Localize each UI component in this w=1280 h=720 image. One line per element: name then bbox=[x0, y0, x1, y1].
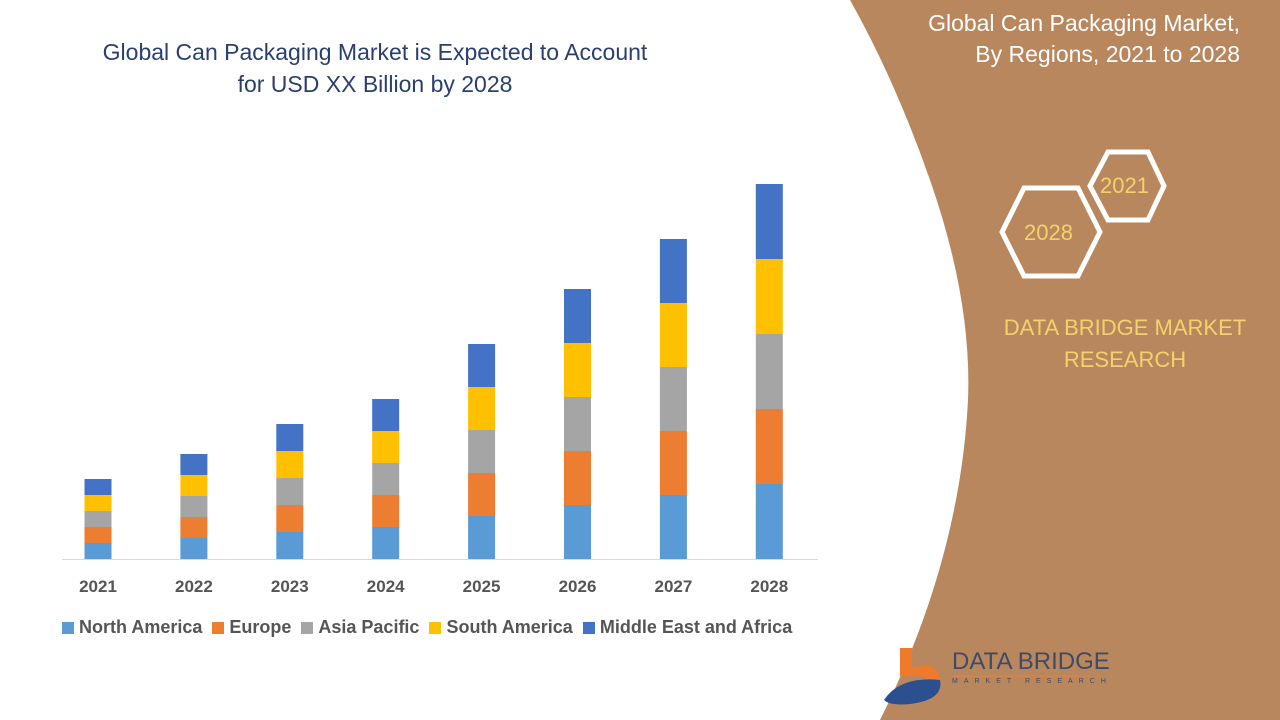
bar-segment-europe-2028 bbox=[755, 409, 783, 484]
bar-segment-north-america-2028 bbox=[755, 484, 783, 559]
bar-segment-middle-east-and-africa-2025 bbox=[468, 344, 496, 387]
plot-area: 2021 2022 2023 2024 2025 2026 2027 2028 bbox=[62, 184, 818, 596]
legend-item: Europe bbox=[212, 617, 291, 638]
bar-segment-north-america-2024 bbox=[372, 527, 400, 559]
bar-segment-north-america-2026 bbox=[564, 505, 591, 559]
brand-text: DATA BRIDGE MARKET RESEARCH bbox=[1003, 315, 1247, 372]
legend-swatch bbox=[62, 621, 74, 634]
bar-segment-europe-2025 bbox=[468, 473, 496, 516]
legend-label: Middle East and Africa bbox=[599, 617, 793, 637]
legend-swatch bbox=[429, 621, 442, 634]
legend-item: North America bbox=[62, 617, 202, 638]
legend-swatch bbox=[212, 621, 225, 634]
bar-segment-middle-east-and-africa-2027 bbox=[659, 239, 687, 303]
bar-segment-middle-east-and-africa-2023 bbox=[276, 424, 304, 451]
x-tick-label: 2028 bbox=[750, 577, 788, 596]
bar-segment-asia-pacific-2027 bbox=[659, 367, 687, 431]
bar-segment-north-america-2022 bbox=[180, 538, 208, 559]
x-tick-label: 2023 bbox=[271, 577, 309, 596]
bar-segment-middle-east-and-africa-2021 bbox=[84, 479, 112, 495]
bar-segment-south-america-2027 bbox=[659, 303, 687, 367]
bar-segment-middle-east-and-africa-2024 bbox=[372, 399, 400, 431]
bar-segment-south-america-2026 bbox=[564, 343, 591, 397]
bar-segment-south-america-2024 bbox=[372, 431, 400, 463]
bar-segment-middle-east-and-africa-2026 bbox=[564, 289, 591, 343]
logo-text: DATA BRIDGE bbox=[952, 648, 1110, 675]
bar-segment-north-america-2027 bbox=[659, 495, 687, 559]
bar-segment-north-america-2023 bbox=[276, 532, 304, 559]
legend-item: Asia Pacific bbox=[301, 617, 419, 638]
bar-segment-europe-2024 bbox=[372, 495, 400, 527]
bar-segment-north-america-2021 bbox=[84, 543, 112, 559]
hexagon-2021 bbox=[1087, 149, 1167, 223]
bar-segment-asia-pacific-2024 bbox=[372, 463, 400, 495]
bar-segment-asia-pacific-2023 bbox=[276, 478, 304, 505]
x-tick-label: 2022 bbox=[175, 577, 213, 596]
legend-item: South America bbox=[429, 617, 573, 638]
bar-segment-asia-pacific-2028 bbox=[755, 334, 783, 409]
bar-segment-europe-2026 bbox=[564, 451, 591, 505]
logo-subtext: MARKET RESEARCH bbox=[952, 678, 1112, 685]
bar-segment-south-america-2022 bbox=[180, 475, 208, 496]
bar-segment-south-america-2021 bbox=[84, 495, 112, 511]
legend-label: South America bbox=[446, 617, 573, 637]
bar-segment-south-america-2028 bbox=[755, 259, 783, 334]
bar-segment-middle-east-and-africa-2028 bbox=[755, 184, 783, 259]
bar-segment-asia-pacific-2022 bbox=[180, 496, 208, 517]
legend-label: North America bbox=[79, 617, 203, 637]
chart-title: Global Can Packaging Market is Expected … bbox=[102, 39, 648, 97]
bar-segment-asia-pacific-2025 bbox=[468, 430, 496, 473]
x-tick-label: 2021 bbox=[79, 577, 117, 596]
side-panel bbox=[850, 0, 1280, 720]
bar-segment-south-america-2023 bbox=[276, 451, 304, 478]
x-tick-label: 2026 bbox=[559, 577, 597, 596]
bar-segment-north-america-2025 bbox=[468, 516, 496, 559]
bar-segment-europe-2023 bbox=[276, 505, 304, 532]
legend-swatch bbox=[582, 621, 595, 634]
x-tick-label: 2024 bbox=[367, 577, 405, 596]
side-title: Global Can Packaging Market, By Regions,… bbox=[928, 10, 1240, 67]
hex-label-2021: 2021 bbox=[1100, 173, 1149, 198]
legend-label: Europe bbox=[229, 617, 292, 637]
legend-swatch bbox=[301, 621, 314, 634]
bar-segment-europe-2022 bbox=[180, 517, 208, 538]
logo-icon bbox=[884, 648, 941, 705]
bar-segment-middle-east-and-africa-2022 bbox=[180, 454, 208, 475]
bar-segment-asia-pacific-2021 bbox=[84, 511, 112, 527]
hexagon-2028 bbox=[999, 185, 1103, 279]
hex-label-2028: 2028 bbox=[1024, 220, 1073, 245]
x-tick-label: 2025 bbox=[463, 577, 501, 596]
bar-segment-europe-2021 bbox=[84, 527, 112, 543]
legend-item: Middle East and Africa bbox=[582, 617, 793, 638]
bar-segment-asia-pacific-2026 bbox=[564, 397, 591, 451]
bar-segment-south-america-2025 bbox=[468, 387, 496, 430]
legend-label: Asia Pacific bbox=[318, 617, 420, 637]
bar-segment-europe-2027 bbox=[659, 431, 687, 495]
legend: North America Europe Asia Pacific South … bbox=[62, 617, 792, 638]
x-tick-label: 2027 bbox=[654, 577, 692, 596]
